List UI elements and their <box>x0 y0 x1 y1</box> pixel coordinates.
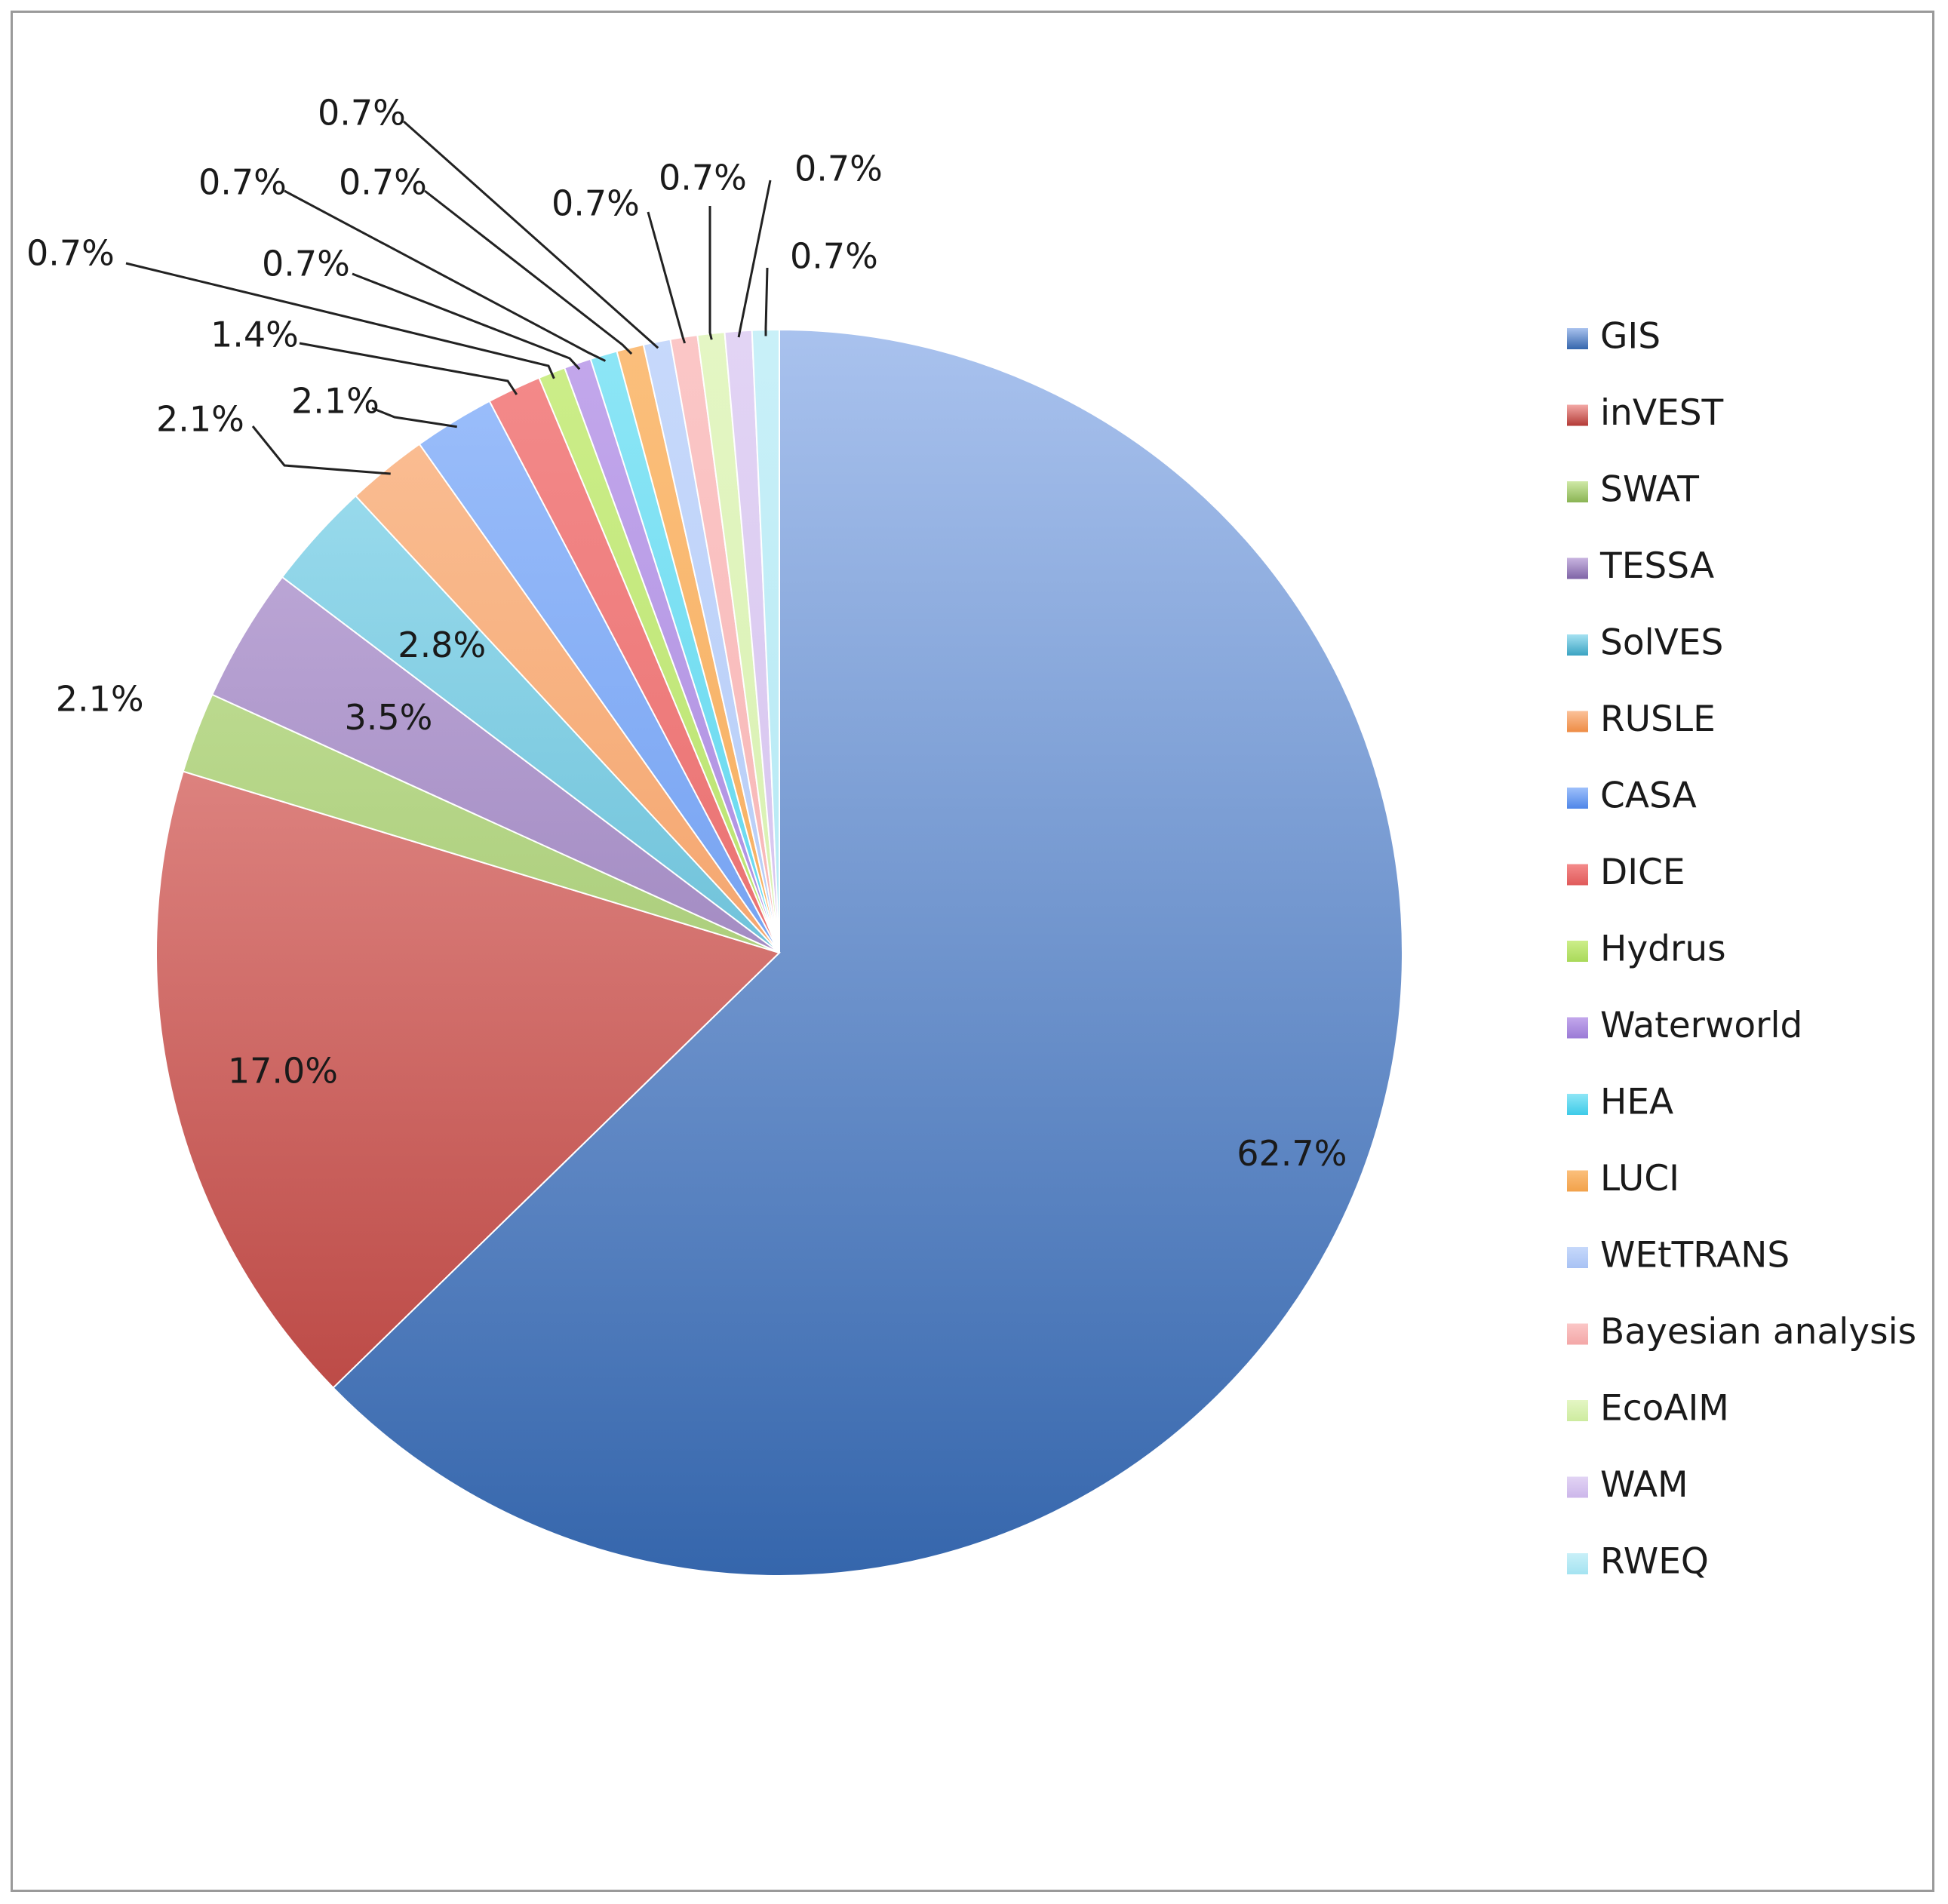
slice-label-waterworld: 0.7% <box>262 244 350 284</box>
legend-swatch-dice <box>1567 864 1588 886</box>
slice-label-tessa: 3.5% <box>345 697 433 738</box>
slice-label-bayesian-analysis: 0.7% <box>552 183 640 224</box>
legend-item-invest: inVEST <box>1567 392 1724 434</box>
leader-line-wettrans <box>403 120 659 349</box>
pie-slice-invest <box>155 770 781 1390</box>
legend-swatch-wettrans <box>1567 1247 1588 1268</box>
slice-label-casa: 2.1% <box>291 381 379 422</box>
leader-line-wam <box>737 180 772 338</box>
pie-chart: 62.7% 17.0% 2.1% 3.5% 2.8% 2.1% 2.1% 1.4% 0.7% 0.… <box>26 93 1916 1583</box>
slice-label-rusle: 2.1% <box>156 399 244 440</box>
legend-item-luci: LUCI <box>1567 1158 1679 1199</box>
legend-swatch-tessa <box>1567 557 1588 579</box>
slice-label-wettrans: 0.7% <box>318 93 406 134</box>
legend-swatch-gis <box>1567 328 1588 349</box>
leader-line-hydrus <box>125 262 555 379</box>
leader-line-luci <box>424 189 633 355</box>
legend-swatch-wam <box>1567 1476 1588 1498</box>
legend: GIS inVEST SWAT TESSA SolVES RUSLE CASA DICE Hyd… <box>1567 316 1916 1583</box>
legend-item-wam: WAM <box>1567 1464 1688 1506</box>
legend-swatch-rweq <box>1567 1553 1588 1574</box>
leader-line-hea <box>284 189 607 362</box>
leader-line-dice <box>299 342 518 395</box>
legend-item-solves: SolVES <box>1567 622 1723 664</box>
legend-item-hea: HEA <box>1567 1082 1673 1123</box>
legend-label-ecoaim: EcoAIM <box>1600 1388 1729 1430</box>
leader-line-rusle <box>251 425 391 475</box>
legend-item-ecoaim: EcoAIM <box>1567 1388 1729 1430</box>
legend-item-rweq: RWEQ <box>1567 1541 1709 1583</box>
legend-label-wam: WAM <box>1600 1464 1688 1506</box>
slice-label-ecoaim: 0.7% <box>659 158 747 198</box>
legend-item-hydrus: Hydrus <box>1567 929 1726 970</box>
slice-label-luci: 0.7% <box>339 162 427 203</box>
slice-label-wam: 0.7% <box>794 149 883 189</box>
leader-line-ecoaim <box>708 206 713 340</box>
pie-slice-gis <box>332 328 1403 1577</box>
legend-swatch-solves <box>1567 634 1588 656</box>
legend-label-waterworld: Waterworld <box>1600 1005 1802 1046</box>
leader-line-rweq <box>764 267 769 336</box>
legend-item-gis: GIS <box>1567 316 1661 358</box>
legend-item-casa: CASA <box>1567 775 1697 817</box>
slice-label-hydrus: 0.7% <box>26 233 115 274</box>
legend-label-dice: DICE <box>1600 852 1685 893</box>
leader-line-casa <box>371 407 457 428</box>
legend-label-swat: SWAT <box>1600 469 1699 511</box>
legend-swatch-casa <box>1567 788 1588 809</box>
legend-swatch-hea <box>1567 1094 1588 1115</box>
legend-label-hydrus: Hydrus <box>1600 929 1726 970</box>
legend-swatch-invest <box>1567 404 1588 426</box>
legend-label-solves: SolVES <box>1600 622 1723 664</box>
legend-label-hea: HEA <box>1600 1082 1673 1123</box>
slice-label-rweq: 0.7% <box>790 236 878 277</box>
legend-item-wettrans: WEtTRANS <box>1567 1235 1790 1276</box>
legend-label-casa: CASA <box>1600 775 1697 817</box>
legend-item-tessa: TESSA <box>1567 545 1714 587</box>
legend-item-waterworld: Waterworld <box>1567 1005 1802 1046</box>
legend-swatch-ecoaim <box>1567 1400 1588 1421</box>
legend-label-rusle: RUSLE <box>1600 699 1716 740</box>
slice-label-invest: 17.0% <box>228 1051 338 1092</box>
legend-swatch-rusle <box>1567 711 1588 732</box>
leader-lines <box>125 120 772 475</box>
legend-swatch-waterworld <box>1567 1017 1588 1039</box>
slice-label-hea: 0.7% <box>198 162 287 203</box>
legend-swatch-swat <box>1567 481 1588 502</box>
slice-label-swat: 2.1% <box>56 679 144 720</box>
legend-item-rusle: RUSLE <box>1567 699 1716 740</box>
legend-label-bayesian-analysis: Bayesian analysis <box>1600 1311 1916 1353</box>
legend-label-gis: GIS <box>1600 316 1661 358</box>
pie-slices <box>155 328 1403 1577</box>
slice-label-solves: 2.8% <box>398 625 486 665</box>
legend-item-dice: DICE <box>1567 852 1685 893</box>
legend-label-wettrans: WEtTRANS <box>1600 1235 1790 1276</box>
leader-line-bayesian-analysis <box>647 211 687 344</box>
legend-label-invest: inVEST <box>1600 392 1724 434</box>
legend-label-luci: LUCI <box>1600 1158 1679 1199</box>
legend-item-bayesian-analysis: Bayesian analysis <box>1567 1311 1916 1353</box>
slice-label-dice: 1.4% <box>210 315 299 355</box>
legend-swatch-hydrus <box>1567 941 1588 962</box>
slice-label-gis: 62.7% <box>1237 1133 1347 1174</box>
legend-swatch-bayesian-analysis <box>1567 1323 1588 1345</box>
chart-frame: 62.7% 17.0% 2.1% 3.5% 2.8% 2.1% 2.1% 1.4% 0.7% 0.… <box>11 11 1934 1892</box>
slice-labels: 62.7% 17.0% 2.1% 3.5% 2.8% 2.1% 2.1% 1.4% 0.7% 0.… <box>26 93 1347 1175</box>
legend-label-rweq: RWEQ <box>1600 1541 1709 1583</box>
legend-label-tessa: TESSA <box>1599 545 1714 587</box>
leader-line-waterworld <box>352 272 581 370</box>
legend-item-swat: SWAT <box>1567 469 1699 511</box>
legend-swatch-luci <box>1567 1170 1588 1192</box>
